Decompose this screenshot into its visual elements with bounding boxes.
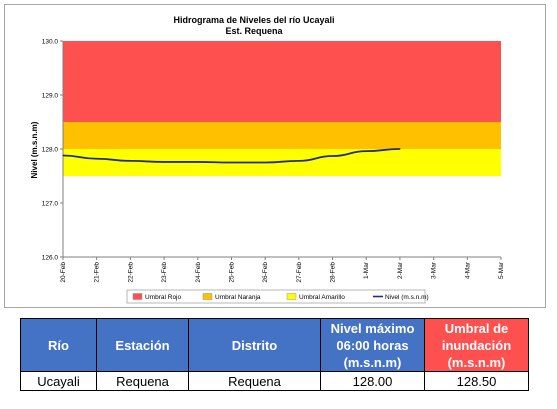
cell-distrito: Requena	[188, 371, 321, 391]
data-point	[399, 148, 401, 150]
cell-estacion: Requena	[96, 371, 189, 391]
data-point	[365, 150, 367, 152]
x-tick-label: 25-Feb	[228, 262, 235, 283]
y-tick-label: 130.0	[42, 39, 59, 46]
header-umbral-line3: (m.s.n.m)	[447, 354, 506, 370]
header-nivel-line2: 06:00 horas	[336, 337, 409, 353]
header-nivel-maximo: Nivel máximo 06:00 horas (m.s.n.m)	[320, 318, 425, 372]
data-point	[331, 155, 334, 157]
header-rio: Río	[20, 318, 97, 372]
header-umbral-line1: Umbral de	[444, 320, 509, 336]
data-point	[230, 161, 233, 164]
cell-nivel: 128.00	[320, 371, 425, 391]
legend-label: Umbral Naranja	[215, 294, 261, 301]
data-point	[62, 154, 64, 157]
y-tick-label: 127.0	[42, 201, 59, 208]
legend-label: Umbral Rojo	[145, 294, 182, 301]
header-umbral-inundacion: Umbral de inundación (m.s.n.m)	[424, 318, 529, 372]
y-tick-label: 126.0	[42, 255, 59, 262]
y-tick-label: 129.0	[42, 93, 59, 100]
x-tick-label: 3-Mar	[431, 261, 438, 279]
x-tick-label: 22-Feb	[127, 262, 134, 283]
band-umbral-naranja	[63, 122, 501, 149]
table-row: Ucayali Requena Requena 128.00 128.50	[20, 371, 529, 391]
header-estacion: Estación	[96, 318, 189, 372]
legend-swatch	[286, 293, 297, 300]
y-axis-label: Nivel (m.s.n.m)	[30, 121, 39, 178]
x-tick-label: 2-Mar	[397, 261, 404, 279]
y-tick-label: 128.0	[42, 147, 59, 154]
chart-frame: Hidrograma de Niveles del río Ucayali Es…	[4, 4, 546, 308]
x-tick-label: 23-Feb	[161, 262, 168, 283]
legend-label: Umbral Amarillo	[299, 294, 345, 301]
x-tick-label: 20-Feb	[60, 262, 67, 283]
data-point	[163, 161, 165, 163]
chart-legend: Umbral Rojo Umbral Naranja Umbral Amarillo…	[126, 289, 429, 304]
table-header-row: Río Estación Distrito Nivel máximo 06:00…	[20, 318, 529, 372]
x-tick-label: 24-Feb	[195, 262, 202, 283]
x-tick-label: 28-Feb	[330, 262, 337, 283]
legend-label: Nivel (m.s.n.m)	[385, 294, 429, 301]
legend-swatch	[202, 293, 213, 300]
header-distrito: Distrito	[188, 318, 321, 372]
header-nivel-line1: Nivel máximo	[330, 320, 415, 336]
x-tick-label: 4-Mar	[464, 261, 471, 279]
x-tick-label: 26-Feb	[262, 262, 269, 283]
band-umbral-rojo	[63, 41, 501, 122]
data-point	[129, 160, 131, 162]
x-tick-label: 21-Feb	[94, 262, 101, 283]
legend-swatch	[132, 293, 143, 300]
x-tick-label: 5-Mar	[498, 261, 505, 279]
cell-rio: Ucayali	[20, 371, 97, 391]
data-point	[264, 161, 266, 164]
header-umbral-line2: inundación	[441, 337, 512, 353]
data-point	[197, 161, 199, 163]
x-tick-label: 1-Mar	[363, 261, 370, 279]
chart-subtitle: Est. Requena	[225, 26, 283, 36]
header-nivel-line3: (m.s.n.m)	[343, 354, 402, 370]
x-tick-label: 27-Feb	[296, 262, 303, 283]
cell-umbral: 128.50	[424, 371, 529, 391]
station-info-table: Río Estación Distrito Nivel máximo 06:00…	[20, 318, 529, 391]
legend-box	[126, 289, 426, 304]
hydrograph-chart: Hidrograma de Niveles del río Ucayali Es…	[30, 15, 505, 304]
data-point	[298, 160, 300, 162]
data-point	[96, 158, 98, 160]
chart-title: Hidrograma de Niveles del río Ucayali	[173, 15, 334, 25]
